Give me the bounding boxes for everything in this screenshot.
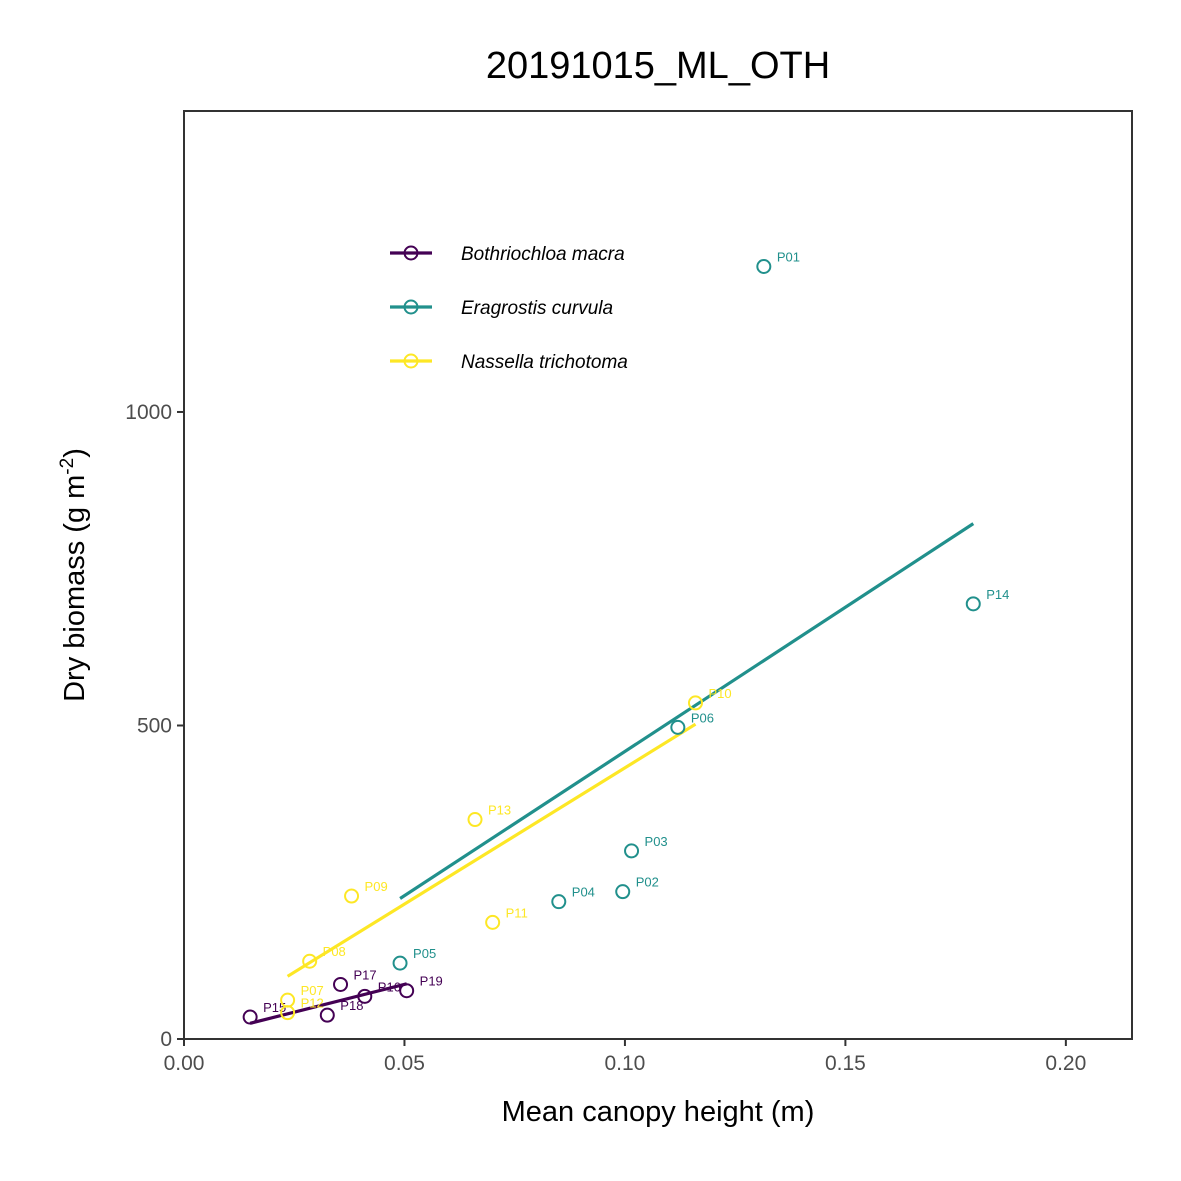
- point-label: P11: [506, 905, 528, 920]
- fit-line: [399, 522, 975, 900]
- legend-key-point: [403, 245, 419, 261]
- x-tick-label: 0.10: [604, 1052, 645, 1075]
- legend-key-point: [403, 353, 419, 369]
- point-label: P17: [354, 967, 377, 982]
- fit-line: [249, 982, 408, 1025]
- plot-area: P15P16P17P18P19P01P02P03P04P05P06P14P07P…: [242, 250, 1009, 1025]
- data-point: [756, 259, 772, 275]
- data-point: [399, 983, 415, 999]
- point-label: P03: [645, 834, 668, 849]
- point-label: P01: [777, 250, 800, 265]
- point-label: P14: [986, 587, 1009, 602]
- point-label: P04: [572, 885, 595, 900]
- data-point: [344, 888, 360, 904]
- point-label: P18: [340, 998, 363, 1013]
- y-axis-title: Dry biomass (g m-2): [57, 448, 91, 702]
- data-point: [302, 953, 318, 969]
- data-point: [551, 894, 567, 910]
- point-label: P13: [488, 803, 511, 818]
- point-label: P12: [301, 996, 324, 1011]
- plot-panel-border: [183, 110, 1133, 1040]
- point-label: P10: [708, 686, 731, 701]
- x-axis-title: Mean canopy height (m): [502, 1096, 815, 1128]
- y-axis-title-main: Dry biomass (g m: [59, 475, 91, 702]
- point-label: P19: [420, 974, 443, 989]
- y-tick-label: 500: [137, 714, 172, 737]
- fit-line: [286, 722, 697, 978]
- chart-title: 20191015_ML_OTH: [486, 45, 830, 87]
- y-tick-label: 0: [160, 1028, 172, 1051]
- data-point: [392, 955, 408, 971]
- axes: 0.00 0.05 0.10 0.15 0.20 0 500 1000: [125, 401, 1086, 1075]
- legend-key-point: [403, 299, 419, 315]
- data-point: [333, 976, 349, 992]
- point-label: P02: [636, 875, 659, 890]
- legend: Bothriochloa macra Eragrostis curvula Nass…: [390, 244, 628, 373]
- point-label: P09: [365, 879, 388, 894]
- data-point: [615, 884, 631, 900]
- x-tick-label: 0.00: [164, 1052, 205, 1075]
- point-label: P06: [691, 710, 714, 725]
- y-axis-title-superscript: -2: [57, 458, 78, 475]
- data-point: [357, 988, 373, 1004]
- point-label: P05: [413, 946, 436, 961]
- data-point: [670, 719, 686, 735]
- point-label: P07: [301, 983, 324, 998]
- data-point: [965, 596, 981, 612]
- legend-label: Bothriochloa macra: [461, 244, 625, 265]
- x-tick-label: 0.05: [384, 1052, 425, 1075]
- data-point: [467, 812, 483, 828]
- data-point: [319, 1007, 335, 1023]
- y-axis-title-close: ): [59, 448, 91, 458]
- data-point: [485, 914, 501, 930]
- data-point: [624, 843, 640, 859]
- legend-label: Nassella trichotoma: [461, 352, 628, 373]
- data-point: [280, 1005, 296, 1021]
- point-label: P16: [378, 979, 401, 994]
- y-tick-label: 1000: [125, 401, 172, 424]
- x-tick-label: 0.20: [1045, 1052, 1086, 1075]
- x-tick-label: 0.15: [825, 1052, 866, 1075]
- point-label: P08: [323, 944, 346, 959]
- data-point: [687, 695, 703, 711]
- data-point: [242, 1009, 258, 1025]
- legend-label: Eragrostis curvula: [461, 298, 613, 319]
